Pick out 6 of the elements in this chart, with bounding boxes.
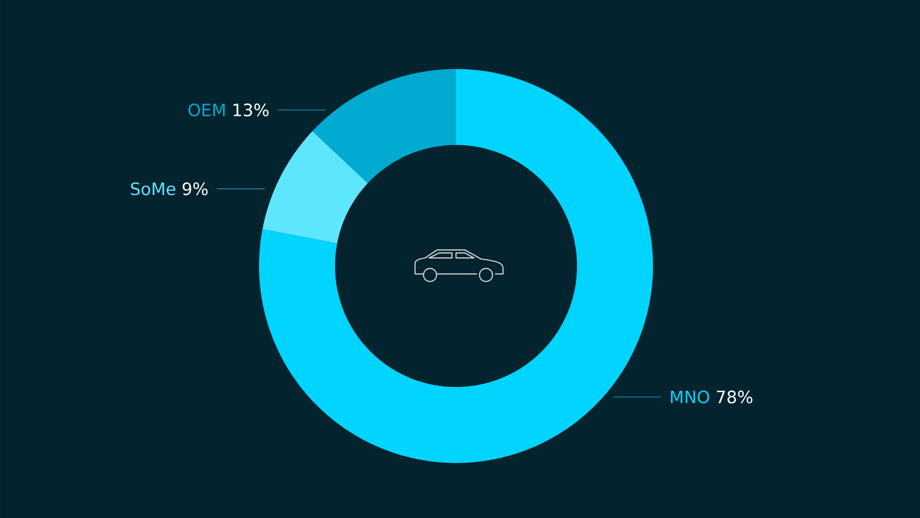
data-label: 78% bbox=[716, 390, 752, 404]
slice-label: MNO bbox=[671, 390, 710, 404]
slice-label: OEM bbox=[188, 104, 225, 116]
slice-label: SoMe bbox=[130, 182, 176, 196]
data-label: 9% bbox=[182, 182, 208, 196]
data-label: 13% bbox=[234, 104, 269, 116]
